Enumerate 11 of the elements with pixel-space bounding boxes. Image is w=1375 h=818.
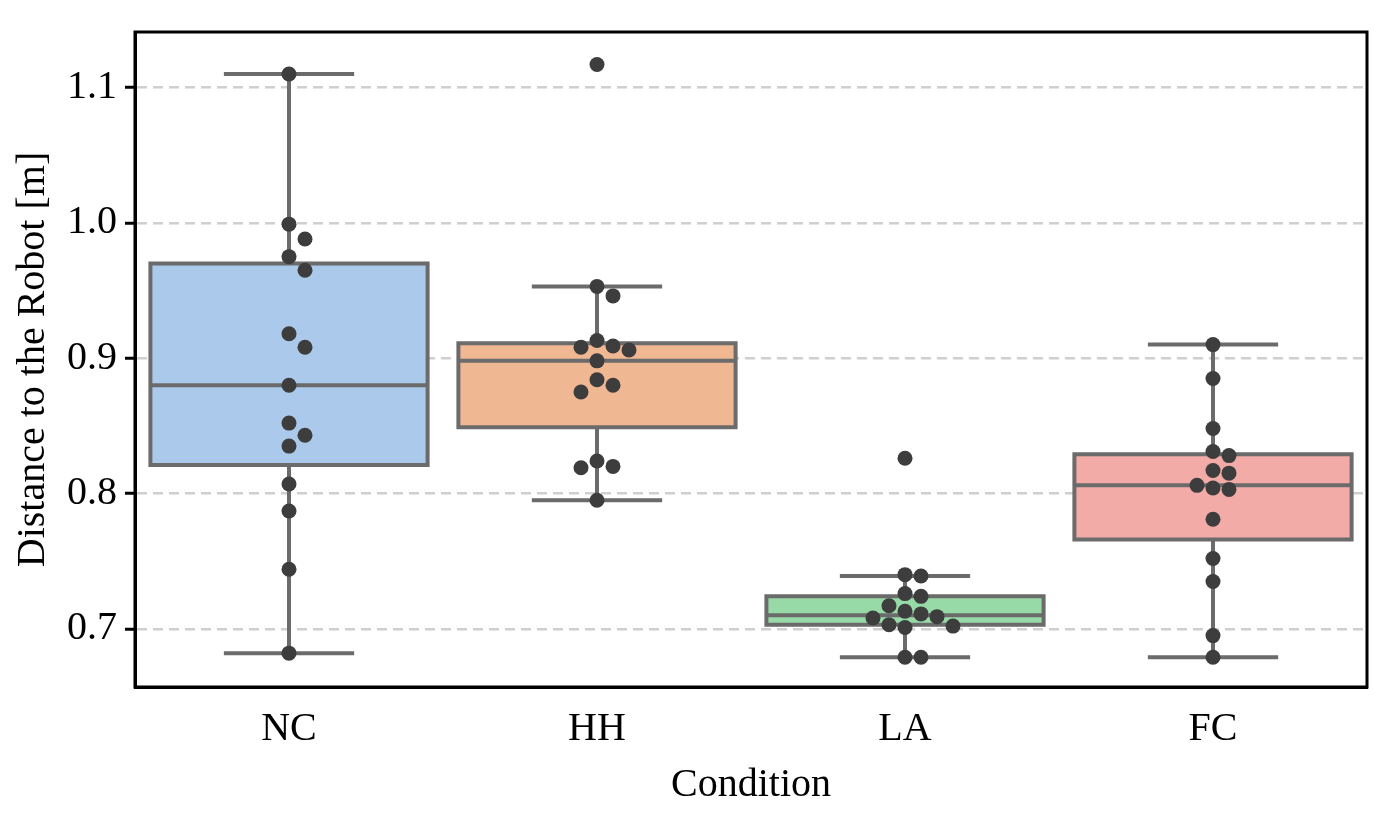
x-tick-label: HH — [568, 703, 626, 749]
y-tick-label: 0.7 — [67, 603, 117, 649]
y-tick-label: 1.0 — [67, 197, 117, 243]
x-tick-label: LA — [878, 703, 932, 749]
y-tick-label: 0.9 — [67, 332, 117, 378]
y-axis-title: Distance to the Robot [m] — [7, 151, 53, 568]
x-tick-label: NC — [261, 703, 317, 749]
y-tick-label: 1.1 — [67, 61, 117, 107]
x-tick-label: FC — [1188, 703, 1238, 749]
y-tick-label: 0.8 — [67, 467, 117, 513]
x-axis-title: Condition — [670, 759, 832, 805]
